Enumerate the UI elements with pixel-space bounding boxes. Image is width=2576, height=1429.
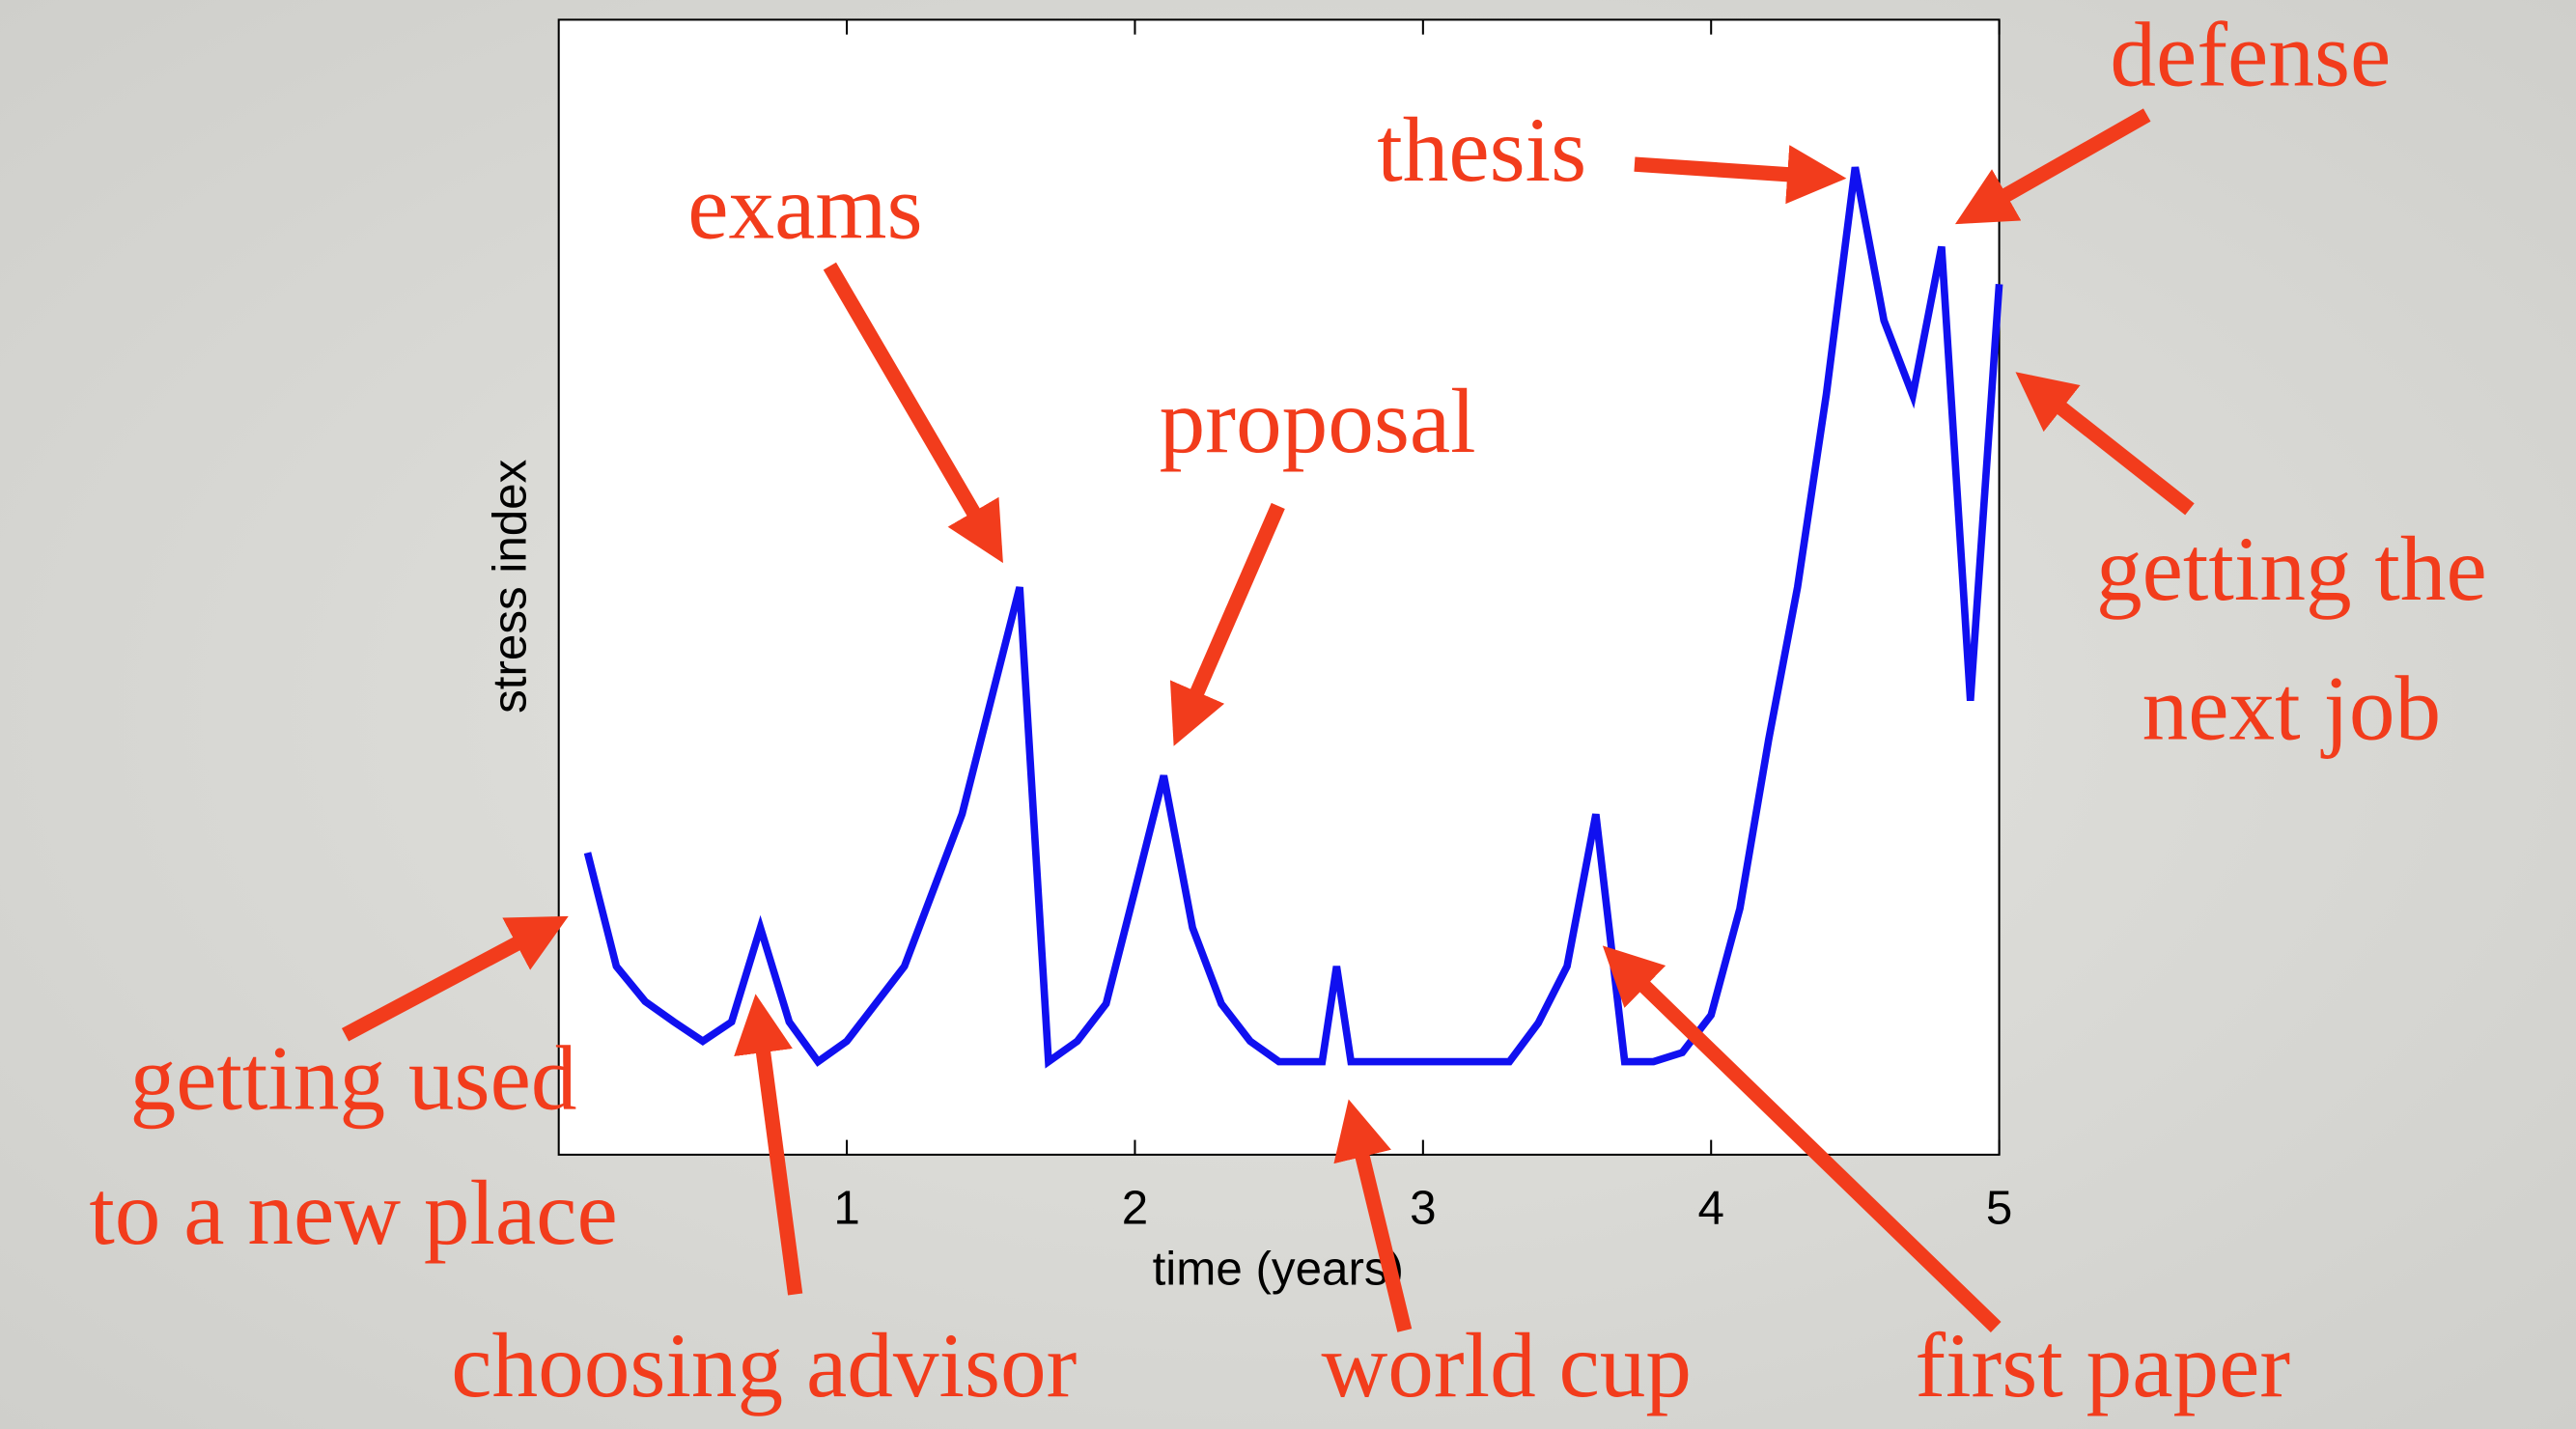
arrow <box>823 262 1003 564</box>
annotation: thesis <box>1377 98 1586 201</box>
arrow <box>341 915 569 1042</box>
arrow <box>1602 945 2002 1333</box>
x-tick-label: 2 <box>1122 1181 1148 1234</box>
annotation: proposal <box>1160 370 1476 472</box>
arrow <box>1954 108 2151 225</box>
annotations: exams thesis defense proposal getting th… <box>89 3 2486 1416</box>
arrow <box>1634 145 1847 205</box>
annotation: getting used <box>130 1026 577 1129</box>
annotation: to a new place <box>89 1162 617 1264</box>
annotation: first paper <box>1915 1314 2290 1416</box>
x-axis-label: time (years) <box>1153 1242 1404 1295</box>
arrow <box>1169 502 1285 746</box>
annotation: getting the <box>2096 518 2487 620</box>
x-tick-label: 1 <box>833 1181 859 1234</box>
annotation: next job <box>2142 658 2442 760</box>
annotation: exams <box>687 156 922 259</box>
annotation: world cup <box>1321 1314 1692 1416</box>
annotation: choosing advisor <box>451 1314 1077 1416</box>
arrow <box>734 994 803 1296</box>
x-tick-label: 3 <box>1410 1181 1436 1234</box>
line <box>583 166 2003 1069</box>
x-tick-label: 4 <box>1697 1181 1723 1234</box>
y-axis-label: stress index <box>484 459 537 714</box>
arrow <box>2015 372 2195 516</box>
annotation: defense <box>2110 3 2391 105</box>
arrow <box>1333 1099 1413 1332</box>
plot-area <box>557 18 2001 1156</box>
x-tick-label: 5 <box>1986 1181 2012 1234</box>
